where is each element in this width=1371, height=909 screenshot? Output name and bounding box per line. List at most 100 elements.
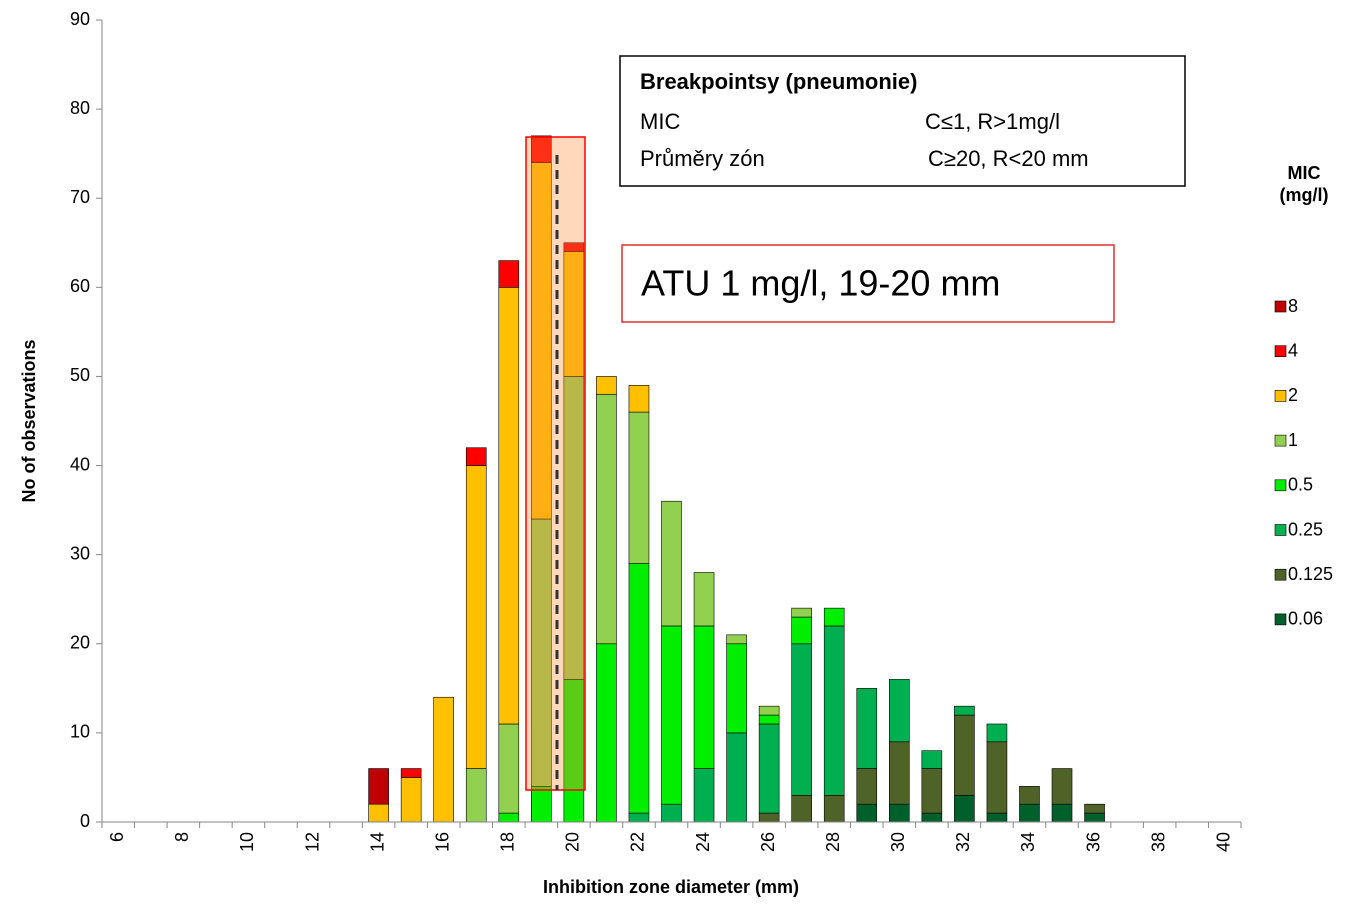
y-tick-label: 30 bbox=[70, 543, 90, 563]
x-tick-label: 22 bbox=[628, 832, 648, 852]
bar-segment bbox=[628, 812, 650, 823]
bar-segment bbox=[954, 705, 975, 716]
x-tick-label: 24 bbox=[693, 832, 713, 852]
bar-segment bbox=[921, 812, 943, 823]
bar-segment bbox=[531, 786, 552, 823]
legend-label: 4 bbox=[1288, 340, 1298, 360]
bar-segment bbox=[596, 393, 617, 645]
bar-segment bbox=[823, 625, 845, 796]
y-tick-label: 10 bbox=[70, 722, 90, 742]
x-tick-label: 28 bbox=[823, 832, 843, 852]
bar-segment bbox=[498, 260, 520, 288]
bar-segment bbox=[758, 714, 780, 725]
x-tick-label: 20 bbox=[563, 832, 583, 852]
x-tick-label: 40 bbox=[1213, 832, 1233, 852]
legend-label: 8 bbox=[1288, 296, 1298, 316]
x-tick-label: 34 bbox=[1018, 832, 1038, 852]
y-tick-label: 60 bbox=[70, 276, 90, 296]
y-tick-label: 80 bbox=[70, 98, 90, 118]
bar-segment bbox=[1084, 812, 1105, 823]
x-tick-label: 38 bbox=[1148, 832, 1168, 852]
y-tick-label: 40 bbox=[70, 454, 90, 474]
zone-label: Průměry zón bbox=[640, 146, 765, 171]
bar-segment bbox=[921, 750, 943, 769]
bar-segment bbox=[628, 385, 650, 413]
bar-segment bbox=[368, 803, 389, 823]
bar-segment bbox=[758, 723, 780, 814]
y-tick-label: 20 bbox=[70, 633, 90, 653]
bar-segment bbox=[888, 741, 910, 805]
legend-swatch bbox=[1274, 300, 1287, 313]
atu-label: ATU 1 mg/l, 19-20 mm bbox=[641, 263, 1000, 304]
bars bbox=[368, 135, 1105, 823]
x-tick-label: 30 bbox=[888, 832, 908, 852]
legend-label: 0.06 bbox=[1288, 609, 1323, 629]
x-tick-label: 18 bbox=[498, 832, 518, 852]
legend-label: 0.5 bbox=[1288, 475, 1313, 495]
bar-segment bbox=[661, 500, 682, 627]
legend-label: 2 bbox=[1288, 385, 1298, 405]
bar-segment bbox=[400, 777, 422, 823]
mic-value: C≤1, R>1mg/l bbox=[925, 109, 1060, 134]
bar-segment bbox=[888, 803, 910, 823]
bar-segment bbox=[888, 679, 910, 743]
bar-segment bbox=[726, 643, 747, 734]
bar-segment bbox=[954, 794, 975, 823]
legend-swatch bbox=[1274, 390, 1287, 402]
bar-segment bbox=[1084, 803, 1105, 814]
legend-title: (mg/l) bbox=[1280, 185, 1329, 205]
bar-segment bbox=[498, 287, 520, 725]
x-tick-label: 16 bbox=[432, 832, 452, 852]
bar-segment bbox=[726, 732, 747, 823]
y-axis-title: No of observations bbox=[19, 339, 39, 502]
breakpoint-box bbox=[619, 55, 1186, 187]
bar-segment bbox=[758, 705, 780, 716]
legend-swatch bbox=[1274, 613, 1287, 626]
bar-segment bbox=[986, 741, 1008, 814]
x-tick-label: 12 bbox=[302, 832, 322, 852]
bar-segment bbox=[693, 625, 715, 769]
bar-segment bbox=[823, 794, 845, 823]
x-tick-label: 8 bbox=[172, 832, 192, 842]
x-tick-label: 32 bbox=[953, 832, 973, 852]
bar-segment bbox=[1019, 803, 1040, 823]
bar-segment bbox=[661, 803, 682, 823]
bar-segment bbox=[628, 563, 650, 814]
bar-segment bbox=[465, 465, 487, 769]
bar-segment bbox=[954, 714, 975, 796]
atu-box bbox=[621, 244, 1115, 323]
bar-segment bbox=[791, 607, 812, 618]
bar-segment bbox=[563, 242, 585, 252]
bar-segment bbox=[498, 812, 520, 823]
bar-segment bbox=[498, 723, 520, 814]
bar-segment bbox=[758, 812, 780, 823]
legend-label: 0.125 bbox=[1288, 564, 1333, 584]
bar-segment bbox=[465, 447, 487, 466]
y-tick-label: 70 bbox=[70, 187, 90, 207]
bar-segment bbox=[1051, 803, 1073, 823]
x-axis-title: Inhibition zone diameter (mm) bbox=[543, 877, 799, 897]
bar-segment bbox=[791, 616, 812, 645]
legend-label: 1 bbox=[1288, 430, 1298, 450]
legend-swatch bbox=[1274, 568, 1287, 581]
x-tick-label: 36 bbox=[1083, 832, 1103, 852]
bar-segment bbox=[1051, 768, 1073, 805]
bar-segment bbox=[693, 572, 715, 627]
x-tick-label: 26 bbox=[758, 832, 778, 852]
bar-segment bbox=[856, 768, 878, 805]
bar-segment bbox=[986, 723, 1008, 743]
bar-segment bbox=[986, 812, 1008, 823]
y-tick-label: 50 bbox=[70, 365, 90, 385]
mic-label: MIC bbox=[640, 109, 680, 134]
bar-segment bbox=[921, 768, 943, 814]
bar-segment bbox=[596, 643, 617, 823]
legend-swatch bbox=[1274, 524, 1287, 536]
bar-segment bbox=[368, 768, 389, 805]
bar-segment bbox=[823, 607, 845, 627]
legend-swatch bbox=[1274, 345, 1287, 358]
breakpoint-title: Breakpointsy (pneumonie) bbox=[640, 69, 917, 94]
legend-swatch bbox=[1274, 434, 1287, 447]
legend-title: MIC bbox=[1288, 163, 1321, 183]
bar-segment bbox=[596, 376, 617, 395]
bar-segment bbox=[1019, 786, 1040, 805]
